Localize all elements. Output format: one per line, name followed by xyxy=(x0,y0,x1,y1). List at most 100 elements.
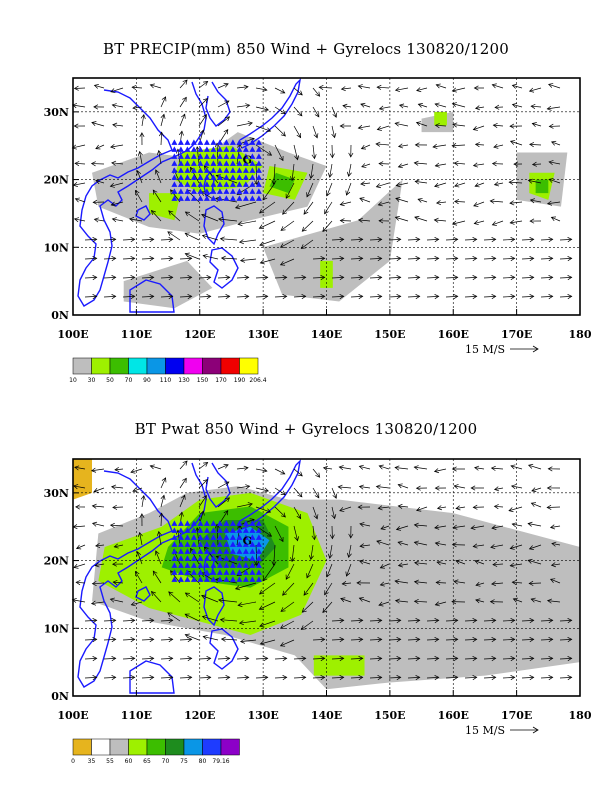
wind-arrow xyxy=(326,182,333,196)
wind-arrowhead xyxy=(93,104,99,110)
gyre-triangle xyxy=(229,541,236,547)
wind-arrow xyxy=(475,599,485,603)
wind-arrow xyxy=(512,581,523,584)
wind-arrowhead xyxy=(339,218,345,224)
gyre-triangle xyxy=(190,195,197,201)
wind-arrow xyxy=(493,144,504,148)
wind-arrowhead xyxy=(168,591,174,597)
wind-arrowhead xyxy=(434,675,440,681)
wind-arrowhead xyxy=(149,464,155,470)
wind-arrowhead xyxy=(394,121,400,127)
wind-arrowhead xyxy=(324,209,329,215)
wind-arrow xyxy=(509,201,523,204)
wind-arrow xyxy=(198,81,208,89)
x-tick-label: 130E xyxy=(247,709,278,722)
gyre-triangle xyxy=(190,153,197,159)
gyre-triangle xyxy=(190,576,197,582)
wind-arrow xyxy=(160,239,173,241)
wind-arrowhead xyxy=(396,256,402,262)
wind-arrow xyxy=(502,296,515,298)
wind-arrowhead xyxy=(130,294,136,300)
wind-arrowhead xyxy=(301,226,307,232)
gyre-triangle xyxy=(223,181,230,187)
wind-arrow xyxy=(92,505,105,508)
gyre-triangle xyxy=(171,541,178,547)
wind-arrowhead xyxy=(416,87,422,93)
colorbar-label: 130 xyxy=(178,377,190,384)
wind-arrowhead xyxy=(167,612,173,617)
wind-arrow xyxy=(415,181,428,184)
wind-arrow xyxy=(395,600,409,603)
wind-arrowhead xyxy=(491,618,497,624)
wind-arrow xyxy=(255,525,272,537)
x-tick-label: 170E xyxy=(501,328,532,341)
wind-arrowhead xyxy=(224,100,230,106)
wind-arrow xyxy=(549,161,561,165)
wind-arrow xyxy=(407,296,420,298)
gyre-triangle xyxy=(190,548,197,554)
gyre-triangle xyxy=(242,174,249,180)
colorbar-swatch xyxy=(165,738,185,756)
wind-arrowhead xyxy=(168,256,174,262)
wind-arrowhead xyxy=(112,504,118,510)
gyre-triangle xyxy=(184,576,191,582)
gyre-triangle xyxy=(184,555,191,561)
gyre-triangle xyxy=(236,569,243,575)
wind-arrow xyxy=(273,544,276,566)
wind-arrow xyxy=(301,620,314,630)
gyre-triangle xyxy=(216,534,223,540)
gyre-triangle xyxy=(177,139,184,145)
wind-arrow xyxy=(331,277,344,279)
wind-arrow xyxy=(274,144,284,161)
wind-arrowhead xyxy=(451,466,457,472)
wind-arrowhead xyxy=(567,675,573,681)
wind-arrowhead xyxy=(184,232,190,238)
wind-arrow xyxy=(407,277,420,279)
wind-arrow xyxy=(445,677,458,679)
wind-arrowhead xyxy=(509,200,515,206)
wind-arrowhead xyxy=(510,637,516,643)
wind-arrowhead xyxy=(224,497,231,503)
wind-arrow xyxy=(217,277,230,279)
wind-arrowhead xyxy=(280,607,286,612)
wind-arrowhead xyxy=(356,580,362,586)
y-tick-label: 20N xyxy=(44,174,69,187)
wind-arrow xyxy=(103,277,116,279)
wind-arrowhead xyxy=(546,504,552,510)
wind-arrowhead xyxy=(346,552,352,558)
wind-arrowhead xyxy=(301,675,307,681)
gyre-triangle xyxy=(236,181,243,187)
wind-arrowhead xyxy=(377,275,383,281)
gyre-triangle xyxy=(197,160,204,166)
wind-arrow xyxy=(511,485,523,489)
gyre-triangle xyxy=(249,181,256,187)
gyre-triangle xyxy=(177,520,184,526)
wind-arrowhead xyxy=(529,637,535,643)
wind-arrow xyxy=(110,182,124,187)
wind-arrowhead xyxy=(245,484,251,490)
wind-arrowhead xyxy=(263,106,270,112)
wind-arrowhead xyxy=(320,294,326,300)
wind-arrow xyxy=(359,465,371,470)
colorbar-label: 30 xyxy=(88,377,96,384)
vector-scale-label: 15 M/S xyxy=(465,724,505,737)
wind-arrow xyxy=(259,601,276,610)
wind-arrowhead xyxy=(434,601,440,607)
wind-arrow xyxy=(445,620,458,622)
wind-arrowhead xyxy=(202,634,208,640)
wind-arrowhead xyxy=(92,618,98,624)
wind-arrow xyxy=(301,239,314,249)
gyre-triangle xyxy=(249,153,256,159)
wind-arrow xyxy=(190,548,200,565)
wind-arrowhead xyxy=(337,484,343,490)
wind-arrow xyxy=(293,506,301,519)
wind-arrow xyxy=(282,201,295,215)
wind-arrow xyxy=(475,143,485,146)
wind-arrowhead xyxy=(339,675,345,681)
wind-arrow xyxy=(531,598,542,603)
wind-arrowhead xyxy=(152,570,158,576)
wind-arrow xyxy=(259,201,276,214)
wind-arrowhead xyxy=(380,525,386,530)
wind-arrowhead xyxy=(132,105,138,111)
wind-arrow xyxy=(358,85,371,89)
